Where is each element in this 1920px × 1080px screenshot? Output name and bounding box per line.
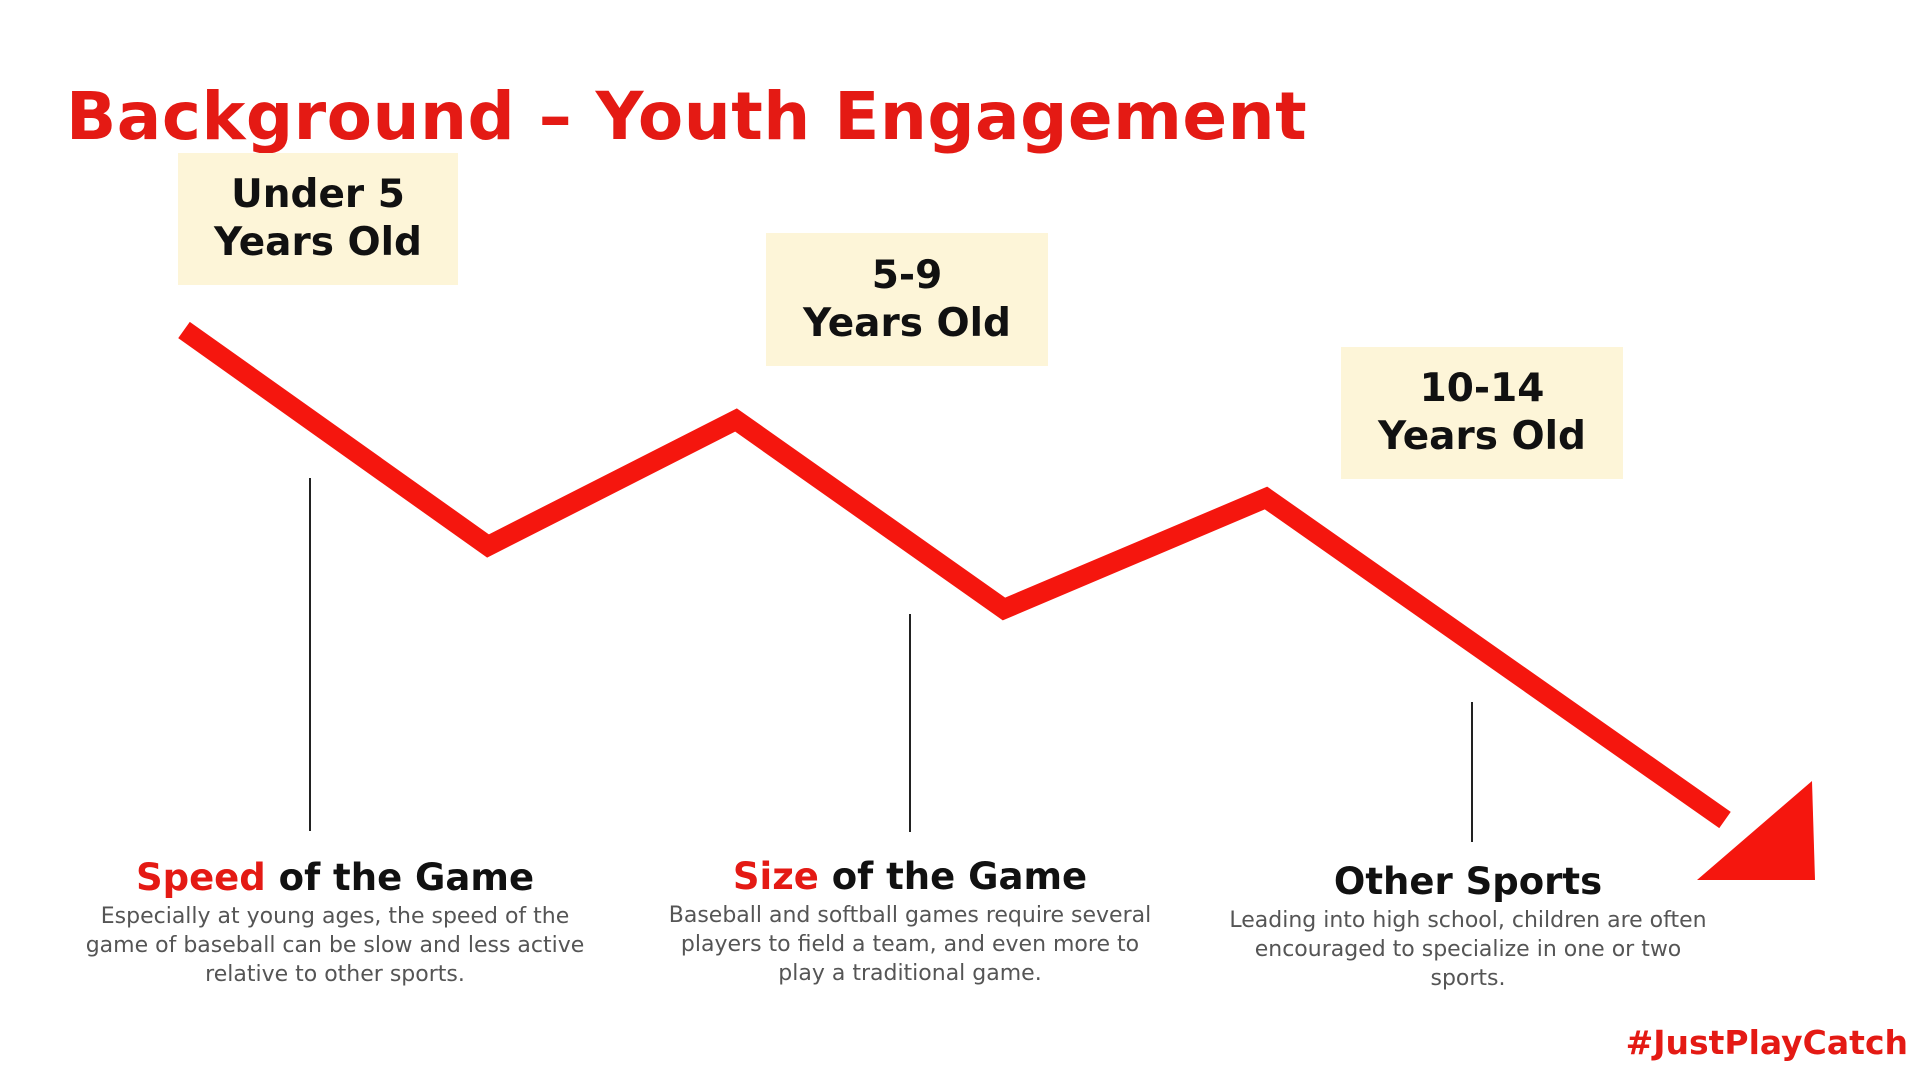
factor-heading-rest: Other Sports — [1333, 860, 1603, 903]
age-box-line1: 10-14 — [1419, 366, 1545, 411]
factor-speed: Speed of the Game Especially at young ag… — [80, 856, 590, 989]
factor-description: Leading into high school, children are o… — [1229, 908, 1707, 991]
factor-description: Especially at young ages, the speed of t… — [85, 904, 585, 987]
hashtag: #JustPlayCatch — [1625, 1023, 1908, 1062]
factor-heading: Speed of the Game — [80, 856, 590, 900]
factor-heading: Other Sports — [1228, 860, 1708, 904]
connector-line-speed — [309, 478, 311, 831]
connector-line-other-sports — [1471, 702, 1473, 842]
age-box-under-5: Under 5 Years Old — [178, 153, 458, 285]
age-box-line1: 5-9 — [871, 252, 943, 298]
age-box-line2: Years Old — [214, 220, 422, 265]
page-title: Background – Youth Engagement — [66, 78, 1308, 156]
factor-size: Size of the Game Baseball and softball g… — [665, 855, 1155, 988]
trend-line — [178, 321, 1731, 829]
connector-line-size — [909, 614, 911, 832]
factor-other-sports: Other Sports Leading into high school, c… — [1228, 860, 1708, 993]
trend-arrowhead — [1697, 781, 1815, 880]
factor-heading-accent: Speed — [135, 856, 266, 899]
factor-heading-accent: Size — [732, 855, 819, 898]
factor-heading: Size of the Game — [665, 855, 1155, 899]
factor-description: Baseball and softball games require seve… — [668, 903, 1152, 986]
age-box-line2: Years Old — [803, 300, 1011, 346]
factor-heading-rest: of the Game — [818, 855, 1088, 898]
factor-heading-rest: of the Game — [265, 856, 535, 899]
age-box-5-9: 5-9 Years Old — [766, 233, 1048, 366]
age-box-line2: Years Old — [1378, 414, 1586, 459]
age-box-line1: Under 5 — [231, 172, 405, 217]
age-box-10-14: 10-14 Years Old — [1341, 347, 1623, 479]
